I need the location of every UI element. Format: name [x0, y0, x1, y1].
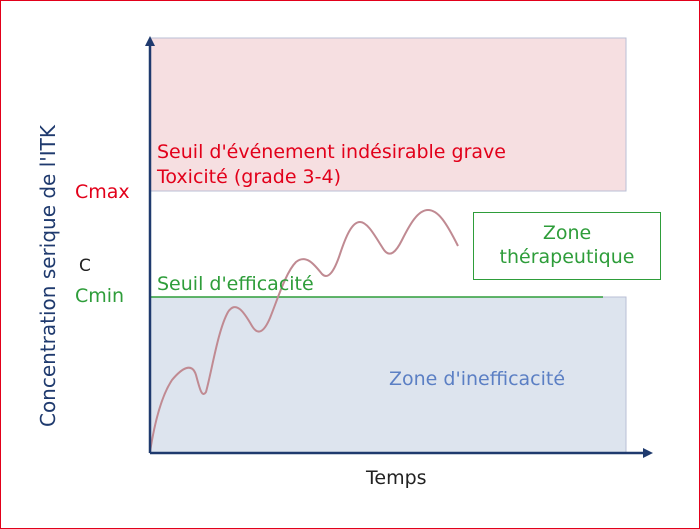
efficacy-threshold-label: Seuil d'efficacité: [157, 273, 314, 295]
therapeutic-zone-line1: Zone: [542, 222, 592, 245]
x-axis-label: Temps: [366, 467, 427, 489]
toxicity-threshold-label: Seuil d'événement indésirable grave: [157, 141, 506, 163]
x-axis-arrow-icon: [643, 448, 653, 458]
ineffective-zone-label: Zone d'inefficacité: [389, 368, 566, 390]
concentration-curve: [149, 208, 459, 453]
toxicity-grade-label: Toxicité (grade 3-4): [157, 166, 342, 188]
therapeutic-zone-box: Zone thérapeutique: [473, 212, 661, 280]
c-label: C: [79, 256, 91, 276]
y-axis-arrow-icon: [145, 36, 155, 46]
y-axis-label: Concentration serique de l'ITK: [36, 124, 60, 428]
toxicity-zone: [149, 37, 627, 192]
therapeutic-zone-line2: thérapeutique: [499, 246, 635, 268]
cmax-label: Cmax: [75, 181, 130, 203]
cmin-label: Cmin: [75, 285, 125, 307]
